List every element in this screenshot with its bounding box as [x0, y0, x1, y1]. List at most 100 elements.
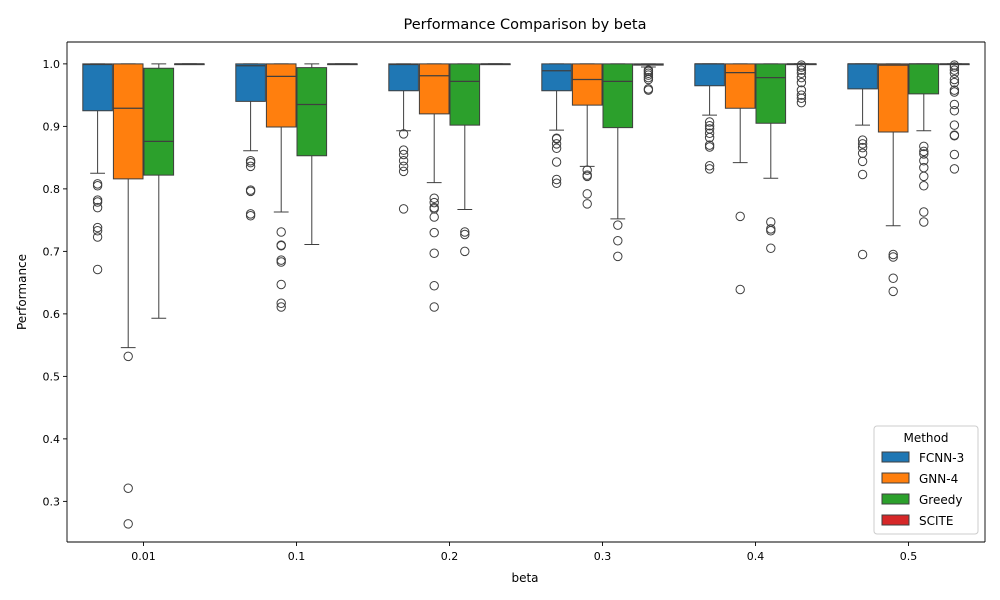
legend-swatch [881, 451, 910, 463]
legend-entry: FCNN-3 [919, 451, 964, 465]
outlier-point [398, 149, 409, 160]
outlier-point [429, 281, 439, 291]
outlier-point [429, 193, 439, 203]
outlier-point [643, 70, 654, 80]
x-tick-label: 0.4 [747, 550, 765, 563]
outlier-point [704, 164, 715, 174]
box [235, 63, 266, 102]
outlier-point [582, 171, 592, 182]
outlier-point [429, 302, 439, 312]
outlier-point [276, 241, 286, 251]
outlier-point [92, 179, 103, 189]
outlier-point [919, 181, 929, 191]
box [602, 63, 634, 129]
outlier-point [949, 131, 960, 141]
outlier-point [582, 165, 592, 175]
legend-title: Method [903, 431, 948, 445]
outlier-point [919, 217, 929, 227]
box [449, 63, 481, 126]
outlier-point [582, 199, 592, 209]
outlier-point [398, 161, 409, 172]
y-tick-label: 0.4 [43, 433, 61, 446]
box [724, 63, 756, 109]
outlier-point [398, 129, 409, 139]
outlier-point [735, 211, 745, 222]
outlier-point [123, 351, 133, 362]
outlier-point [582, 189, 592, 199]
x-tick-label: 0.3 [594, 550, 612, 563]
outlier-point [888, 252, 898, 262]
outlier-point [949, 68, 960, 78]
y-tick-label: 0.7 [43, 245, 61, 258]
outlier-point [276, 298, 286, 308]
outlier-point [92, 197, 103, 207]
x-tick-label: 0.2 [441, 550, 459, 563]
outlier-point [704, 117, 715, 127]
outlier-point [276, 255, 286, 265]
box [908, 63, 940, 95]
outlier-point [796, 65, 807, 75]
outlier-point [276, 302, 286, 312]
legend: Method FCNN-3 GNN-4 Greedy SCITE [873, 425, 979, 535]
series-fcnn-3 [82, 63, 878, 275]
series-greedy [143, 63, 940, 319]
outlier-point [245, 211, 256, 221]
box [418, 63, 450, 115]
outlier-point [245, 157, 256, 168]
outlier-point [460, 246, 470, 257]
plot-area: 0.3 0.4 0.5 0.6 0.7 0.8 0.9 1.0 0.01 0.1 0.2 0.3 0.4… [43, 41, 986, 563]
outlier-point [92, 264, 103, 275]
x-tick-label: 0.01 [131, 550, 156, 563]
outlier-point [857, 135, 868, 145]
outlier-point [766, 243, 776, 253]
outlier-point [551, 174, 562, 185]
outlier-point [398, 204, 409, 214]
y-tick-label: 0.6 [43, 308, 61, 321]
outlier-point [919, 156, 929, 166]
outlier-point [704, 128, 715, 138]
outlier-point [429, 212, 439, 222]
box [755, 63, 787, 124]
y-tick-label: 1.0 [43, 58, 61, 71]
legend-swatch [881, 493, 910, 505]
y-axis-label: Performance [15, 254, 29, 330]
outlier-point [704, 121, 715, 131]
outlier-point [276, 257, 286, 267]
outlier-point [92, 181, 103, 191]
outlier-point [398, 145, 409, 155]
outlier-point [643, 85, 654, 95]
box [877, 63, 909, 133]
outlier-point [857, 249, 868, 260]
outlier-point [857, 169, 868, 180]
outlier-point [643, 74, 654, 85]
outlier-point [245, 161, 256, 172]
outlier-point [704, 132, 715, 143]
outlier-point [949, 77, 960, 88]
outlier-point [613, 220, 623, 230]
outlier-point [919, 207, 929, 217]
x-axis-label: beta [511, 571, 538, 585]
x-tick-label: 0.5 [900, 550, 918, 563]
outlier-point [613, 251, 623, 262]
outlier-point [919, 146, 929, 157]
legend-entry: Greedy [919, 493, 962, 507]
y-tick-label: 0.5 [43, 370, 61, 383]
box [541, 63, 572, 92]
series-gnn-4 [112, 63, 909, 529]
box [571, 63, 603, 106]
outlier-point [857, 148, 868, 158]
outlier-point [398, 156, 409, 166]
outlier-point [949, 65, 960, 75]
outlier-point [796, 97, 807, 108]
outlier-point [123, 483, 133, 493]
box [296, 67, 328, 157]
outlier-point [949, 99, 960, 110]
outlier-point [949, 106, 960, 116]
outlier-point [857, 156, 868, 167]
outlier-point [949, 62, 960, 72]
outlier-point [796, 90, 807, 100]
box [388, 63, 419, 92]
outlier-point [919, 149, 929, 159]
outlier-point [949, 120, 960, 130]
